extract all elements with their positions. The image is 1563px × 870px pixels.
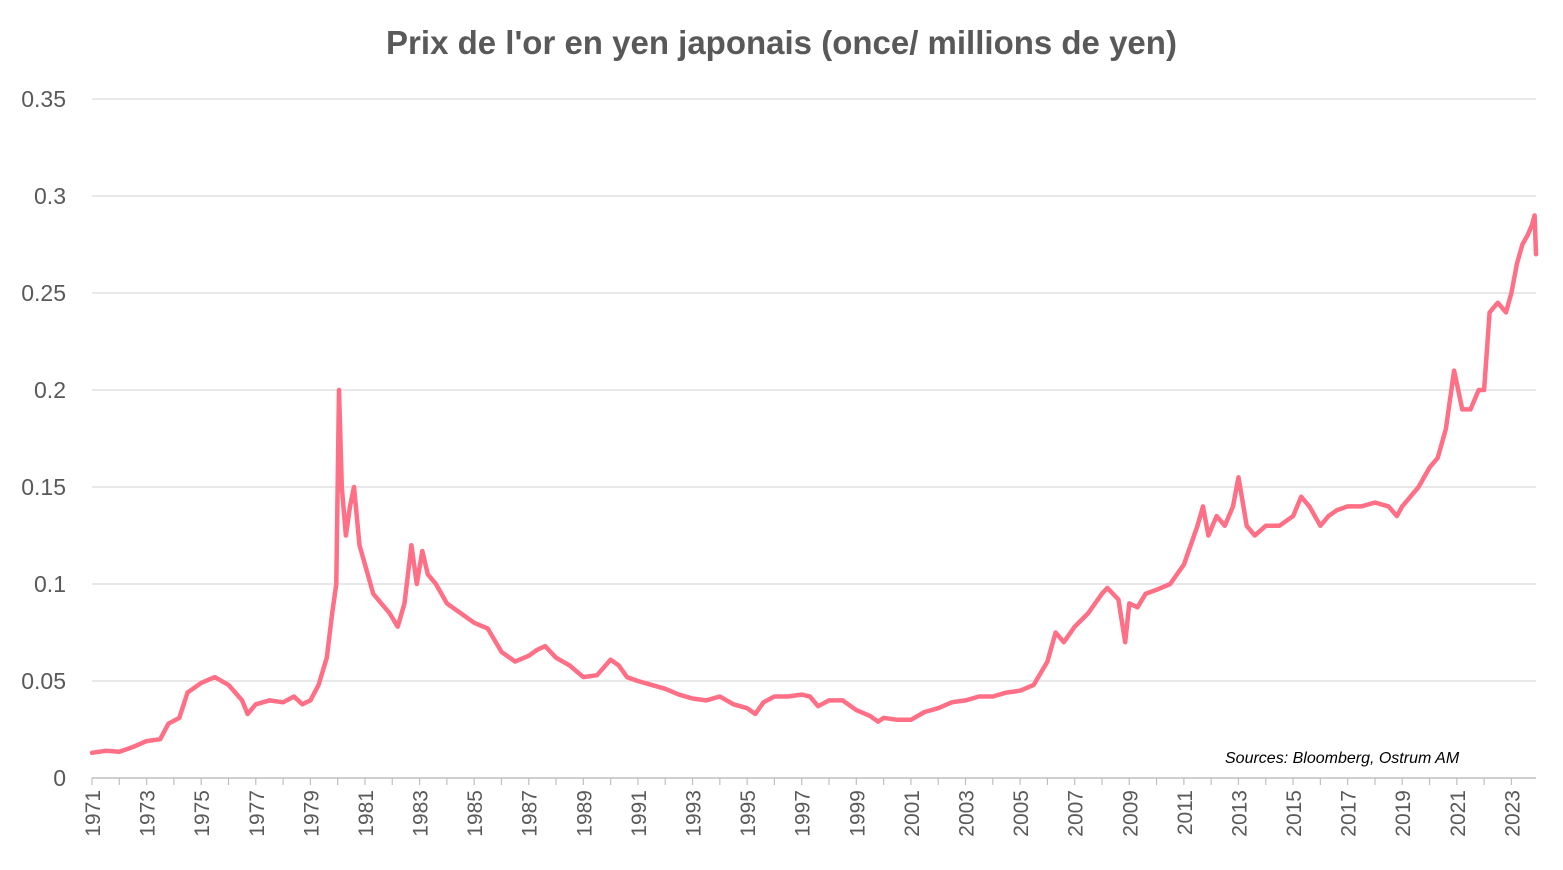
x-tick-label: 1977 bbox=[246, 790, 269, 837]
chart-title: Prix de l'or en yen japonais (once/ mill… bbox=[386, 24, 1177, 61]
y-tick-label: 0.2 bbox=[34, 377, 66, 403]
x-tick-label: 1985 bbox=[464, 790, 487, 837]
x-tick-label: 1989 bbox=[573, 790, 596, 837]
x-tick-label: 2009 bbox=[1119, 790, 1142, 837]
x-tick-label: 2007 bbox=[1065, 790, 1088, 837]
x-tick-label: 1975 bbox=[191, 790, 214, 837]
x-tick-label: 2023 bbox=[1501, 790, 1524, 837]
x-tick-label: 1971 bbox=[82, 790, 105, 837]
y-tick-label: 0.1 bbox=[34, 571, 66, 597]
gold-price-line bbox=[89, 213, 1539, 756]
x-axis bbox=[91, 777, 1536, 785]
x-tick-label: 2003 bbox=[955, 790, 978, 837]
x-tick-label: 2019 bbox=[1392, 790, 1415, 837]
x-tick-label: 1995 bbox=[737, 790, 760, 837]
x-tick-label: 2001 bbox=[901, 790, 924, 837]
x-tick-label: 1979 bbox=[300, 790, 323, 837]
x-tick-label: 2021 bbox=[1447, 790, 1470, 837]
y-tick-label: 0 bbox=[53, 765, 66, 791]
x-tick-label: 2015 bbox=[1283, 790, 1306, 837]
x-tick-label: 2013 bbox=[1228, 790, 1251, 837]
x-tick-label: 1987 bbox=[519, 790, 542, 837]
x-tick-label: 1981 bbox=[355, 790, 378, 837]
x-tick-label: 1999 bbox=[846, 790, 869, 837]
y-tick-label: 0.35 bbox=[21, 86, 66, 112]
x-axis-labels: 1971 1973 1975 1977 1979 1981 1983 1985 1987 1989… bbox=[82, 790, 1524, 837]
y-tick-label: 0.05 bbox=[21, 668, 66, 694]
x-tick-label: 2005 bbox=[1010, 790, 1033, 837]
x-tick-label: 2011 bbox=[1174, 790, 1197, 835]
y-tick-label: 0.3 bbox=[34, 183, 66, 209]
series-group bbox=[89, 213, 1539, 756]
x-tick-label: 1991 bbox=[628, 790, 651, 837]
y-tick-label: 0.15 bbox=[21, 474, 66, 500]
source-note: Sources: Bloomberg, Ostrum AM bbox=[1225, 750, 1460, 767]
x-tick-label: 1983 bbox=[410, 790, 433, 837]
y-tick-label: 0.25 bbox=[21, 280, 66, 306]
x-tick-label: 1993 bbox=[683, 790, 706, 837]
gridlines bbox=[92, 98, 1536, 682]
y-axis-labels: 0 0.05 0.1 0.15 0.2 0.25 0.3 0.35 bbox=[21, 86, 66, 791]
x-tick-label: 1973 bbox=[137, 790, 160, 837]
x-tick-label: 1997 bbox=[792, 790, 815, 837]
x-tick-label: 2017 bbox=[1338, 790, 1361, 837]
